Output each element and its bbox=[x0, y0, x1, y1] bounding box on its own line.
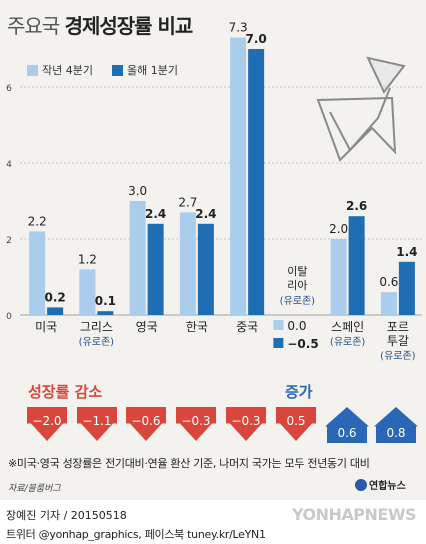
data-label-series1-6: 2.0 bbox=[329, 222, 348, 236]
category-note-5: (유로존) bbox=[280, 295, 316, 307]
bar-series2-2 bbox=[147, 223, 164, 315]
category-label-7-0: 포르 bbox=[387, 320, 409, 334]
data-label-series1-7: 0.6 bbox=[379, 275, 398, 289]
data-label-series1-5: 0.0 bbox=[287, 319, 306, 333]
data-label-series1-0: 2.2 bbox=[28, 214, 47, 228]
change-arrow-down-2 bbox=[126, 407, 166, 441]
legend-label-series-2: 올해 1분기 bbox=[127, 64, 178, 77]
y-tick-label-3: 6 bbox=[6, 84, 12, 94]
change-arrow-down-1 bbox=[77, 407, 117, 441]
data-label-series2-4: 7.0 bbox=[245, 32, 266, 46]
logo-icon bbox=[355, 478, 367, 491]
change-label-7: 0.8 bbox=[386, 426, 405, 440]
bar-series2-4 bbox=[248, 49, 265, 315]
yonhap-logo: 연합뉴스 bbox=[355, 477, 406, 492]
data-label-series1-1: 1.2 bbox=[78, 252, 97, 266]
change-arrow-up-6 bbox=[325, 407, 369, 443]
data-label-series2-7: 1.4 bbox=[396, 245, 417, 259]
bar-series2-0 bbox=[47, 307, 64, 315]
bar-series2-3 bbox=[197, 223, 214, 315]
bar-series1-6 bbox=[330, 239, 347, 315]
category-label-5-0: 이탈 bbox=[287, 265, 307, 278]
social-credit: 트위터 @yonhap_graphics, 페이스북 tuney.kr/LeYN… bbox=[6, 528, 266, 541]
change-arrow-down-0 bbox=[27, 407, 67, 441]
change-label-5: 0.5 bbox=[286, 414, 305, 428]
legend-swatch-series-2 bbox=[112, 64, 123, 76]
reporter-credit: 장예진 기자 / 20150518 bbox=[6, 509, 127, 522]
y-tick-label-0: 0 bbox=[6, 312, 12, 322]
title-light: 주요국 bbox=[7, 14, 60, 38]
data-label-series2-0: 0.2 bbox=[44, 290, 65, 304]
logo-text: 연합뉴스 bbox=[369, 481, 406, 492]
data-label-series2-5: −0.5 bbox=[287, 337, 318, 351]
increase-title: 증가 bbox=[285, 383, 313, 401]
change-label-4: −0.3 bbox=[231, 414, 260, 428]
bar-series2-1 bbox=[97, 311, 114, 315]
bar-series1-1 bbox=[79, 269, 96, 315]
change-arrow-down-3 bbox=[176, 407, 216, 441]
category-label-2-0: 영국 bbox=[136, 320, 158, 334]
category-label-6-0: 스페인 bbox=[331, 320, 364, 334]
category-label-1-0: 그리스 bbox=[80, 320, 113, 334]
source-text: 자료/블룸버그 bbox=[8, 484, 61, 494]
category-label-7-1: 투갈 bbox=[387, 334, 409, 348]
data-label-series1-2: 3.0 bbox=[128, 184, 147, 198]
legend-label-series-1: 작년 4분기 bbox=[42, 64, 93, 77]
legend-swatch-series-1 bbox=[27, 64, 38, 76]
data-label-series1-4: 7.3 bbox=[229, 21, 248, 35]
data-label-series2-1: 0.1 bbox=[95, 294, 116, 308]
arrow-illustration-head bbox=[366, 56, 406, 94]
category-label-0-0: 미국 bbox=[35, 320, 57, 334]
category-note-7: (유로존) bbox=[380, 350, 416, 362]
category-label-4-0: 중국 bbox=[236, 320, 258, 334]
legend-mini-series1-5 bbox=[273, 320, 284, 330]
legend-mini-series2-5 bbox=[273, 338, 284, 348]
data-label-series2-3: 2.4 bbox=[195, 207, 216, 221]
data-label-series2-6: 2.6 bbox=[346, 199, 367, 213]
decrease-title: 성장률 감소 bbox=[28, 383, 103, 401]
change-label-6: 0.6 bbox=[337, 426, 356, 440]
change-arrow-down-4 bbox=[226, 407, 266, 441]
watermark: YONHAPNEWS bbox=[292, 505, 417, 524]
bar-series1-2 bbox=[129, 201, 146, 315]
change-label-0: −2.0 bbox=[32, 414, 61, 428]
bar-series1-3 bbox=[179, 212, 196, 315]
title-bold: 경제성장률 비교 bbox=[64, 14, 194, 38]
bar-series1-0 bbox=[29, 231, 46, 315]
category-label-3-0: 한국 bbox=[186, 320, 208, 334]
change-label-1: −1.1 bbox=[82, 414, 111, 428]
change-label-3: −0.3 bbox=[181, 414, 210, 428]
arrow-illustration-line bbox=[329, 87, 391, 152]
data-label-series2-2: 2.4 bbox=[145, 207, 166, 221]
category-note-6: (유로존) bbox=[330, 336, 366, 348]
bar-chart: 02462.20.2미국1.20.1그리스(유로존)3.02.4영국2.72.4… bbox=[6, 21, 422, 443]
bar-series1-4 bbox=[230, 37, 247, 315]
category-note-1: (유로존) bbox=[79, 336, 115, 348]
footnote: ※미국·영국 성장률은 전기대비·연율 환산 기준, 나머지 국가는 모두 전년… bbox=[8, 457, 370, 470]
bar-series2-6 bbox=[348, 216, 365, 315]
bar-series2-7 bbox=[398, 261, 415, 315]
arrow-illustration-outline bbox=[316, 96, 397, 162]
bar-series1-7 bbox=[380, 292, 397, 315]
legend-item-series-2: 올해 1분기 bbox=[112, 62, 178, 78]
chart-title: 주요국 경제성장률 비교 bbox=[7, 10, 194, 39]
y-tick-label-1: 2 bbox=[6, 236, 12, 246]
change-arrow-up-7 bbox=[374, 407, 418, 443]
change-label-2: −0.6 bbox=[131, 414, 160, 428]
data-label-series1-3: 2.7 bbox=[178, 195, 197, 209]
change-arrow-down-5 bbox=[276, 407, 316, 441]
y-tick-label-2: 4 bbox=[6, 160, 12, 170]
legend-item-series-1: 작년 4분기 bbox=[27, 62, 93, 78]
category-label-5-1: 리아 bbox=[287, 279, 307, 292]
